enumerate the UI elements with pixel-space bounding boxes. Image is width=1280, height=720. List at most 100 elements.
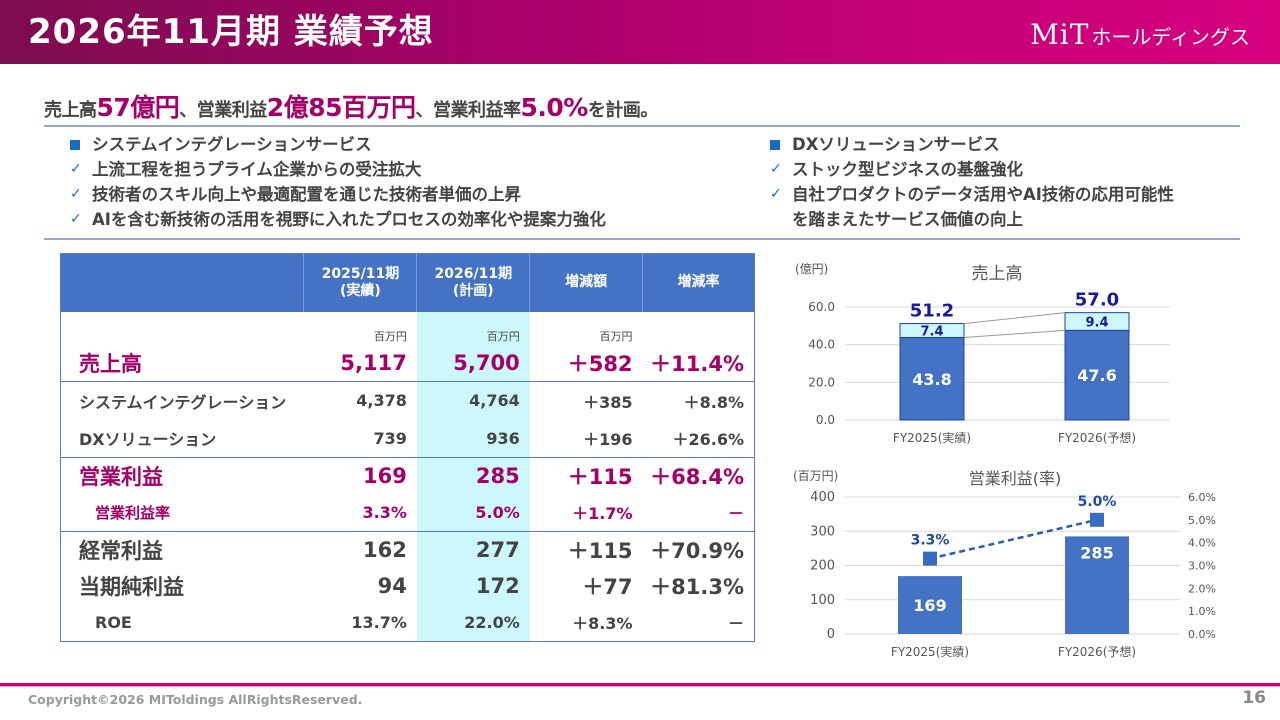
unit-row: 百万円 百万円 百万円 xyxy=(61,311,755,346)
y-tick-label: 0.0 xyxy=(816,413,835,427)
check-icon: ✓ xyxy=(70,161,82,177)
y2-tick-label: 0.0% xyxy=(1188,628,1216,641)
y-tick-label: 300 xyxy=(810,524,835,539)
unit-label: 百万円 xyxy=(416,311,530,346)
check-icon: ✓ xyxy=(770,161,782,177)
table-row-sales: 売上高 5,117 5,700 ＋582 ＋11.4% xyxy=(61,345,755,382)
margin-marker xyxy=(1090,512,1104,527)
y-tick-label: 20.0 xyxy=(808,375,835,389)
op-profit-chart: (百万円) 営業利益(率) 0 100 200 300 400 0.0% 1.0% 2.0% 3… xyxy=(775,462,1255,667)
bullet-heading: DXソリューションサービス xyxy=(792,135,1000,154)
y2-tick-label: 3.0% xyxy=(1188,560,1216,573)
title-bar: 2026年11月期 業績予想 MiT ホールディングス xyxy=(0,0,1280,64)
op-profit-chart-svg: (百万円) 営業利益(率) 0 100 200 300 400 0.0% 1.0% 2.0% 3… xyxy=(793,469,1216,659)
header-rate: 増減率 xyxy=(642,253,755,312)
header-fy2026: 2026/11期 (計画) xyxy=(416,253,530,312)
margin-label: 3.3% xyxy=(911,533,950,549)
bar-value-label: 9.4 xyxy=(1085,316,1108,331)
x-tick-label: FY2026(予想) xyxy=(1058,644,1136,659)
footer-line xyxy=(0,683,1280,687)
sales-chart-svg: (億円) 売上高 0.0 20.0 40.0 60.0 43.8 7.4 51.2 FY20… xyxy=(795,262,1170,445)
y2-tick-label: 1.0% xyxy=(1188,605,1216,618)
y2-tick-label: 5.0% xyxy=(1188,514,1216,527)
y-tick-label: 0 xyxy=(827,627,835,642)
headline-text: 、営業利益 xyxy=(179,100,267,121)
table-row-op-profit: 営業利益 169 285 ＋115 ＋68.4% xyxy=(60,457,755,494)
bar-segment-dx xyxy=(1064,312,1130,331)
bullet-item: AIを含む新技術の活用を視野に入れたプロセスの効率化や提案力強化 xyxy=(92,210,606,229)
bullet-item: を踏まえたサービス価値の向上 xyxy=(792,210,1023,229)
x-tick-label: FY2025(実績) xyxy=(893,430,971,445)
connector-line xyxy=(963,312,1066,325)
logo-mark: MiT xyxy=(1030,18,1090,51)
table-row-ordinary-profit: 経常利益 162 277 ＋115 ＋70.9% xyxy=(60,531,755,568)
header-blank xyxy=(60,253,304,312)
check-icon: ✓ xyxy=(70,186,82,202)
bullet-item: 自社プロダクトのデータ活用やAI技術の応用可能性 xyxy=(792,185,1174,204)
margin-marker xyxy=(923,551,937,566)
table-row-dx: DXソリューション 739 936 ＋196 ＋26.6% xyxy=(61,419,755,458)
bar-segment-si xyxy=(1064,329,1130,421)
header-fy2025: 2025/11期 (実績) xyxy=(303,253,417,312)
y2-tick-label: 6.0% xyxy=(1188,491,1216,504)
bar-value-label: 47.6 xyxy=(1077,366,1116,385)
y-tick-label: 40.0 xyxy=(808,338,835,352)
op-profit-chart-title: 営業利益(率) xyxy=(969,469,1062,488)
check-icon: ✓ xyxy=(770,186,782,202)
bar-total-label: 51.2 xyxy=(910,301,954,322)
bar-total-label: 57.0 xyxy=(1075,290,1119,311)
bar-value-label: 285 xyxy=(1080,543,1113,562)
headline: 売上高57億円、営業利益2億85百万円、営業利益率5.0%を計画。 xyxy=(44,88,658,124)
financial-table: 2025/11期 (実績) 2026/11期 (計画) 増減額 増減率 百万円 百万… xyxy=(60,253,755,642)
bar-value-label: 43.8 xyxy=(912,370,951,389)
check-icon: ✓ xyxy=(70,211,82,227)
connector-line xyxy=(963,329,1066,339)
x-tick-label: FY2025(実績) xyxy=(891,644,969,659)
bar-value-label: 7.4 xyxy=(920,325,943,340)
divider xyxy=(44,238,1240,240)
bullet-item: 上流工程を担うプライム企業からの受注拡大 xyxy=(92,160,422,179)
copyright: Copyright©2026 MIToldings AllRightsReser… xyxy=(28,692,363,707)
headline-text: 、営業利益率 xyxy=(415,100,521,121)
company-logo: MiT ホールディングス xyxy=(1030,18,1250,51)
page-title: 2026年11月期 業績予想 xyxy=(28,12,434,52)
x-tick-label: FY2026(予想) xyxy=(1058,430,1136,445)
sales-unit-label: (億円) xyxy=(795,262,828,276)
op-profit-bar xyxy=(898,576,962,634)
unit-label: 百万円 xyxy=(373,329,407,343)
margin-label: 5.0% xyxy=(1078,494,1117,510)
bar-segment-si xyxy=(899,337,965,421)
divider xyxy=(44,125,1240,127)
header-diff: 増減額 xyxy=(529,253,643,312)
table-row-op-margin: 営業利益率 3.3% 5.0% ＋1.7% － xyxy=(61,493,755,532)
op-profit-unit-label: (百万円) xyxy=(793,469,838,483)
y2-tick-label: 2.0% xyxy=(1188,582,1216,595)
sales-chart: (億円) 売上高 0.0 20.0 40.0 60.0 43.8 7.4 51.2 FY20… xyxy=(775,255,1195,455)
y-tick-label: 60.0 xyxy=(808,300,835,314)
logo-text: ホールディングス xyxy=(1091,25,1250,49)
page-number: 16 xyxy=(1242,688,1266,708)
op-profit-bar xyxy=(1065,536,1129,634)
y-tick-label: 100 xyxy=(810,593,835,608)
headline-text: 売上高 xyxy=(44,100,97,121)
sales-chart-title: 売上高 xyxy=(972,264,1023,284)
bullet-heading: システムインテグレーションサービス xyxy=(92,135,372,154)
table-header-row: 2025/11期 (実績) 2026/11期 (計画) 増減額 増減率 xyxy=(60,253,755,312)
y-tick-label: 400 xyxy=(810,490,835,505)
bullet-item: ストック型ビジネスの基盤強化 xyxy=(792,160,1023,179)
headline-sales-value: 57億円 xyxy=(96,93,180,122)
square-bullet-icon xyxy=(70,140,80,150)
bar-value-label: 169 xyxy=(913,596,946,615)
headline-text: を計画。 xyxy=(587,100,659,121)
si-bullets: システムインテグレーションサービス ✓ 上流工程を担うプライム企業からの受注拡大 … xyxy=(70,132,606,232)
margin-line xyxy=(929,518,1098,560)
bullet-item: 技術者のスキル向上や最適配置を通じた技術者単価の上昇 xyxy=(92,185,521,204)
y2-tick-label: 4.0% xyxy=(1188,537,1216,550)
table-row-net-income: 当期純利益 94 172 ＋77 ＋81.3% xyxy=(61,567,755,604)
table-row-roe: ROE 13.7% 22.0% ＋8.3% － xyxy=(61,603,755,642)
dx-bullets: DXソリューションサービス ✓ ストック型ビジネスの基盤強化 ✓ 自社プロダクトのデ… xyxy=(770,132,1174,232)
y-tick-label: 200 xyxy=(810,559,835,574)
headline-margin-value: 5.0% xyxy=(520,93,588,122)
unit-label: 百万円 xyxy=(599,329,633,343)
bar-segment-dx xyxy=(899,323,965,339)
